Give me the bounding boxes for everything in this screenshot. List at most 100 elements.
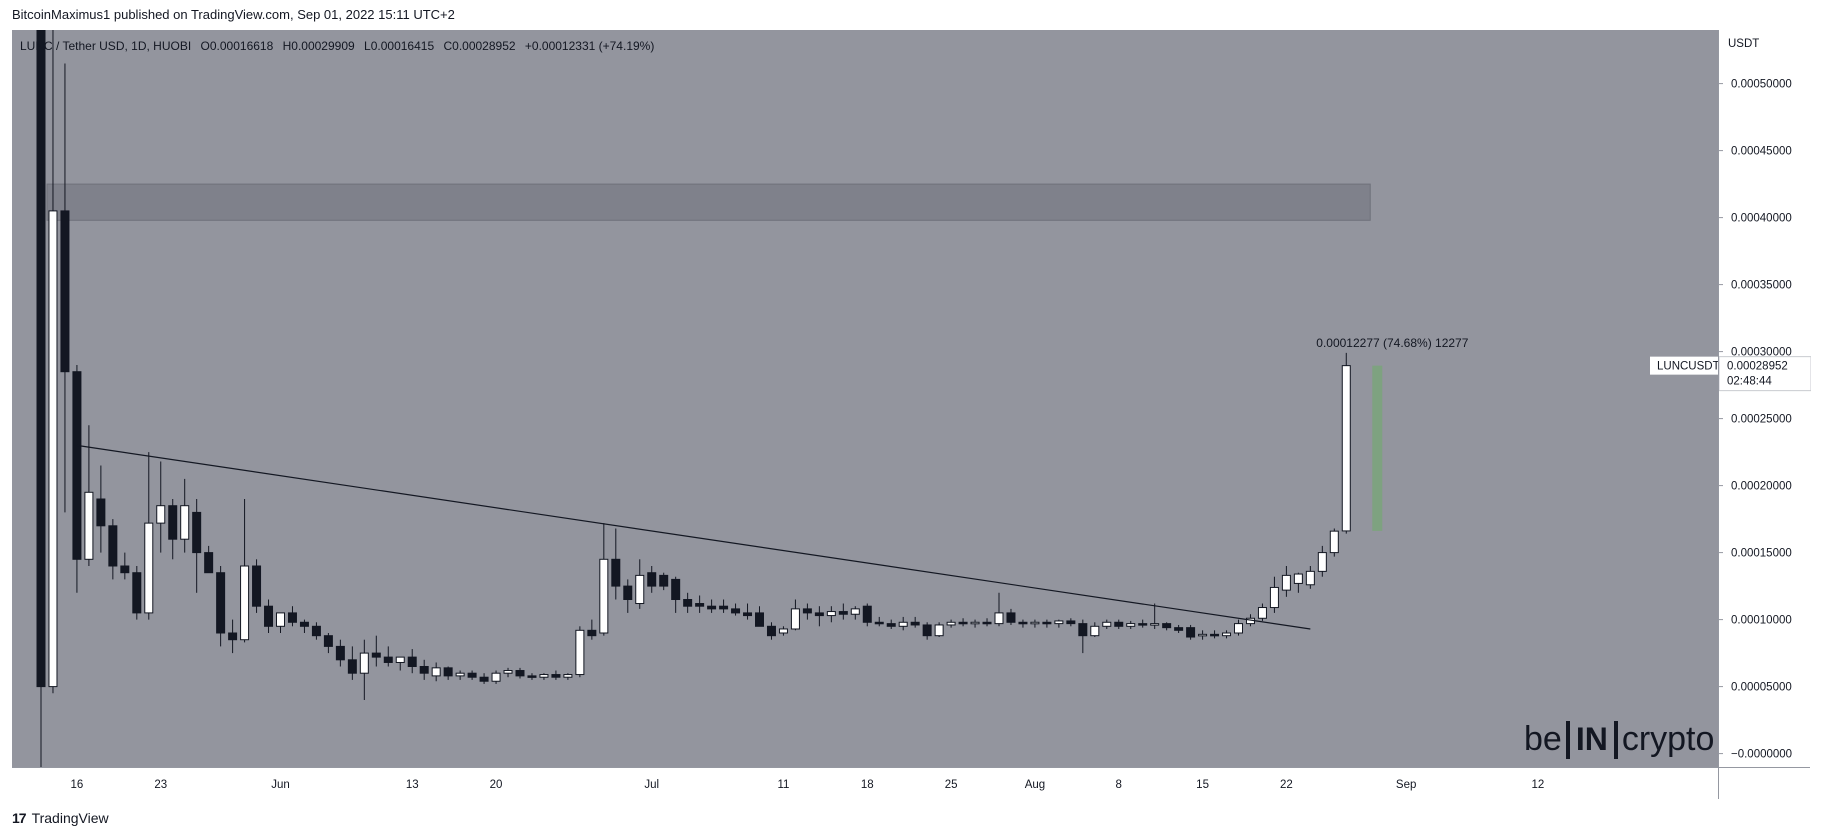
candle <box>443 666 453 680</box>
time-tick-label: 13 <box>406 779 419 791</box>
candle <box>1006 608 1016 625</box>
price-tick-label: 0.00020000 <box>1731 481 1792 493</box>
candle-body <box>790 608 800 630</box>
candle <box>467 670 477 680</box>
candle <box>347 646 357 680</box>
candle <box>359 639 369 700</box>
candle-body <box>707 605 717 610</box>
price-tick-label: 0.00040000 <box>1731 213 1792 225</box>
descending-trendline[interactable] <box>76 444 1311 630</box>
candle <box>287 606 297 627</box>
candle-body <box>467 672 477 678</box>
candle-body <box>347 659 357 674</box>
candle <box>156 461 166 553</box>
publisher-credit: BitcoinMaximus1 published on TradingView… <box>12 7 455 22</box>
candle-body <box>635 574 645 605</box>
candle-body <box>240 565 250 641</box>
time-tick-label: 22 <box>1280 779 1293 791</box>
candle-body <box>778 628 788 634</box>
candle-body <box>814 612 824 617</box>
time-axis[interactable]: 16 23 Jun 13 20 Jul 11 18 25 Aug 8 15 22 Sep 12 <box>12 767 1718 799</box>
candle-body <box>371 652 381 658</box>
candle-body <box>204 552 214 574</box>
candle <box>1222 630 1232 639</box>
candle-body <box>431 667 441 677</box>
measure-label: 0.00012277 (74.68%) 12277 <box>1316 336 1468 350</box>
candle-body <box>1030 621 1040 625</box>
candle <box>1186 624 1196 640</box>
candle <box>850 606 860 620</box>
candle <box>982 618 992 627</box>
candle-body <box>1305 570 1315 586</box>
candle-body <box>60 210 70 373</box>
close-key: C <box>443 39 453 53</box>
candle <box>335 639 345 667</box>
time-tick-label: 18 <box>861 779 874 791</box>
candle <box>1150 603 1160 629</box>
candle <box>1281 566 1291 597</box>
candle-body <box>1114 621 1124 627</box>
candle-body <box>802 608 812 614</box>
open-key: O <box>200 39 210 53</box>
tradingview-footer[interactable]: 17 TradingView <box>12 810 109 826</box>
candle <box>264 599 274 633</box>
candle <box>958 618 968 627</box>
candle <box>790 599 800 631</box>
candle-body <box>192 511 202 554</box>
candle-body <box>455 672 465 677</box>
candle-body <box>264 605 274 627</box>
candle-body <box>503 670 513 674</box>
candle <box>180 478 190 553</box>
candle <box>276 612 285 633</box>
candle-body <box>1329 530 1339 554</box>
candle-body <box>1090 625 1100 637</box>
candle <box>1210 630 1220 639</box>
open-value: 0.00016618 <box>209 39 274 53</box>
candle-body <box>946 621 956 626</box>
candle <box>683 592 693 613</box>
candle-body <box>1186 627 1196 638</box>
candle <box>898 616 908 631</box>
current-price-label: LUNCUSDT <box>1650 356 1718 375</box>
candle <box>994 592 1004 627</box>
measure-bar <box>1372 365 1383 531</box>
candle-body <box>838 611 848 615</box>
candle <box>383 646 393 667</box>
tradingview-logo-icon: 17 <box>12 810 27 826</box>
candle <box>1102 619 1112 629</box>
candle <box>1162 622 1172 631</box>
candle <box>1054 619 1064 628</box>
candle <box>695 595 705 613</box>
chart-plot-area[interactable]: 0.00012277 (74.68%) 12277 LUNCUSDT LUNC /… <box>12 30 1718 767</box>
candle-body <box>994 612 1004 625</box>
candle <box>946 619 956 628</box>
candle-body <box>1066 620 1076 625</box>
candle-body <box>575 629 585 676</box>
candle <box>72 365 82 593</box>
candle <box>635 559 645 609</box>
candle-body <box>419 666 429 674</box>
candle-body <box>766 625 776 637</box>
candle-body <box>826 611 836 617</box>
candle-body <box>36 30 46 688</box>
resistance-zone <box>46 183 1371 221</box>
candle-body <box>850 608 860 615</box>
price-axis[interactable]: 0.00050000 0.00045000 0.00040000 0.00035000… <box>1718 30 1812 767</box>
price-axis-title: USDT <box>1728 38 1760 50</box>
candle <box>132 566 142 620</box>
candle <box>527 673 537 680</box>
candle-body <box>96 498 106 527</box>
candle-body <box>623 585 633 600</box>
candle <box>659 572 669 591</box>
candle <box>1090 622 1100 638</box>
candle-body <box>216 572 226 634</box>
candle-body <box>1210 633 1220 637</box>
candle-body <box>287 612 297 623</box>
candle-body <box>862 605 872 623</box>
candle <box>1293 572 1303 593</box>
candle-body <box>1293 573 1303 584</box>
candlestick-chart[interactable]: 0.00012277 (74.68%) 12277 LUNCUSDT <box>12 30 1718 767</box>
candle <box>766 622 776 640</box>
candle <box>802 603 812 620</box>
candle-body <box>683 599 693 607</box>
